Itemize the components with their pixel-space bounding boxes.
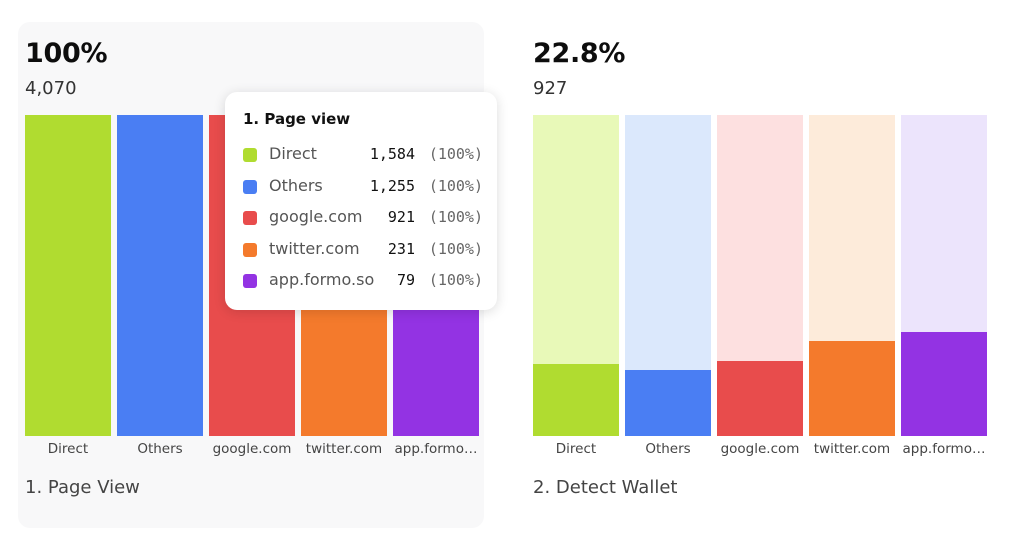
category-label: google.com: [212, 441, 292, 457]
legend-swatch: [243, 242, 257, 257]
category-label: twitter.com: [813, 441, 891, 457]
tooltip-value: 1,584: [369, 145, 415, 163]
tooltip-label: google.com: [269, 207, 363, 226]
step-percent: 100%: [25, 38, 108, 69]
tooltip-percent: (100%): [428, 208, 483, 226]
step-title: 2. Detect Wallet: [533, 477, 678, 498]
tooltip-value: 79: [396, 271, 415, 289]
tooltip-row: google.com 921 (100%): [243, 206, 483, 230]
bar-fill: [25, 115, 111, 436]
step-percent: 22.8%: [533, 38, 626, 69]
tooltip-percent: (100%): [428, 145, 483, 163]
category-label: Direct: [47, 441, 89, 457]
bar-fill: [901, 332, 987, 436]
bar-tooltip: 1. Page view Direct 1,584 (100%) Others 1,25…: [225, 92, 497, 310]
category-label: app.formo…: [902, 441, 986, 457]
step-count: 927: [533, 78, 568, 99]
category-label: Direct: [555, 441, 597, 457]
tooltip-title: 1. Page view: [243, 110, 351, 128]
category-label: Others: [645, 441, 691, 457]
bar-fill: [625, 370, 711, 436]
bar-0[interactable]: [533, 115, 619, 436]
tooltip-row: Others 1,255 (100%): [243, 175, 483, 199]
tooltip-label: Direct: [269, 144, 317, 163]
tooltip-row: Direct 1,584 (100%): [243, 143, 483, 167]
bar-area: [533, 115, 993, 436]
category-label: google.com: [720, 441, 800, 457]
tooltip-percent: (100%): [428, 271, 483, 289]
category-label: app.formo…: [394, 441, 478, 457]
bar-2[interactable]: [717, 115, 803, 436]
tooltip-percent: (100%): [428, 239, 483, 258]
tooltip-label: Others: [269, 175, 323, 195]
bar-3[interactable]: [809, 115, 895, 436]
tooltip-value: 921: [387, 208, 415, 226]
tooltip-label: twitter.com: [269, 238, 360, 258]
legend-swatch: [243, 179, 257, 194]
tooltip-label: app.formo.so: [269, 270, 375, 289]
bar-fill: [717, 361, 803, 436]
tooltip-percent: (100%): [428, 176, 483, 195]
step-count: 4,070: [25, 78, 77, 99]
legend-swatch: [243, 274, 257, 288]
legend-swatch: [243, 211, 257, 225]
bar-fill: [533, 364, 619, 436]
bar-1[interactable]: [625, 115, 711, 436]
category-label: Others: [137, 441, 183, 457]
category-label: twitter.com: [305, 441, 383, 457]
bar-1[interactable]: [117, 115, 203, 436]
bar-4[interactable]: [901, 115, 987, 436]
funnel-step-detect-wallet[interactable]: 22.8% 927 2. Detect Wallet Direct Others g…: [518, 22, 998, 528]
tooltip-value: 1,255: [369, 176, 415, 195]
bar-0[interactable]: [25, 115, 111, 436]
tooltip-value: 231: [387, 239, 415, 258]
bar-fill: [117, 115, 203, 436]
tooltip-row: app.formo.so 79 (100%): [243, 269, 483, 293]
legend-swatch: [243, 148, 257, 162]
bar-fill: [809, 341, 895, 436]
tooltip-row: twitter.com 231 (100%): [243, 238, 483, 262]
step-title: 1. Page View: [25, 477, 140, 498]
